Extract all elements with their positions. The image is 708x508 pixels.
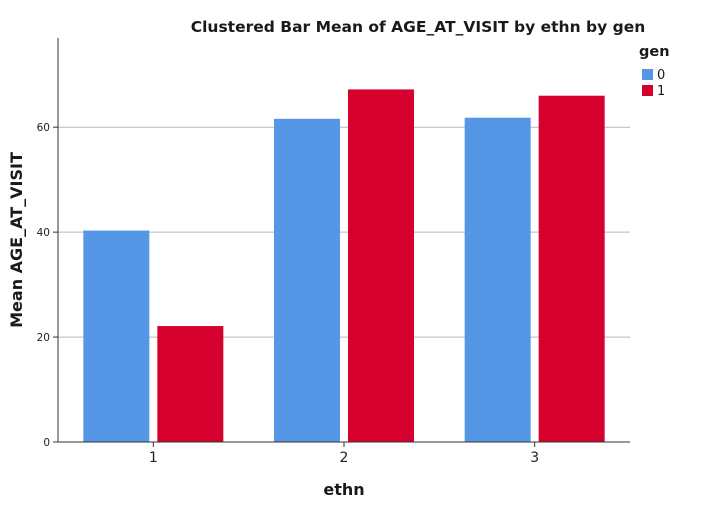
bar-ethn-2-gen-0 — [274, 118, 340, 443]
legend-label-gen-0: 0 — [657, 68, 665, 83]
x-tick-label: 1 — [149, 450, 158, 466]
bar-ethn-3-gen-0 — [464, 117, 531, 443]
x-axis-title: ethn — [323, 480, 364, 499]
y-tick-label: 20 — [37, 332, 50, 344]
gridlines — [58, 126, 630, 338]
legend-swatch-gen-1 — [642, 85, 653, 96]
y-axis-title: Mean AGE_AT_VISIT — [7, 152, 26, 328]
legend-label-gen-1: 1 — [657, 84, 665, 99]
bar-ethn-2-gen-1 — [348, 89, 414, 442]
legend-swatch-gen-0 — [642, 69, 653, 80]
x-ticks: 1 2 3 — [149, 442, 539, 466]
x-tick-label: 3 — [530, 450, 539, 466]
y-ticks: 0 20 40 60 — [37, 122, 58, 449]
bar-ethn-3-gen-1 — [538, 95, 605, 442]
bar-ethn-1-gen-0 — [83, 230, 150, 442]
legend-title: gen — [639, 44, 670, 60]
bars — [83, 89, 605, 443]
y-tick-label: 40 — [37, 227, 50, 239]
bar-ethn-1-gen-1 — [157, 326, 224, 442]
chart-title: Clustered Bar Mean of AGE_AT_VISIT by et… — [191, 18, 646, 36]
y-tick-label: 0 — [43, 437, 50, 449]
y-tick-label: 60 — [37, 122, 50, 134]
x-tick-label: 2 — [340, 450, 349, 466]
legend: gen 01 — [639, 44, 670, 99]
